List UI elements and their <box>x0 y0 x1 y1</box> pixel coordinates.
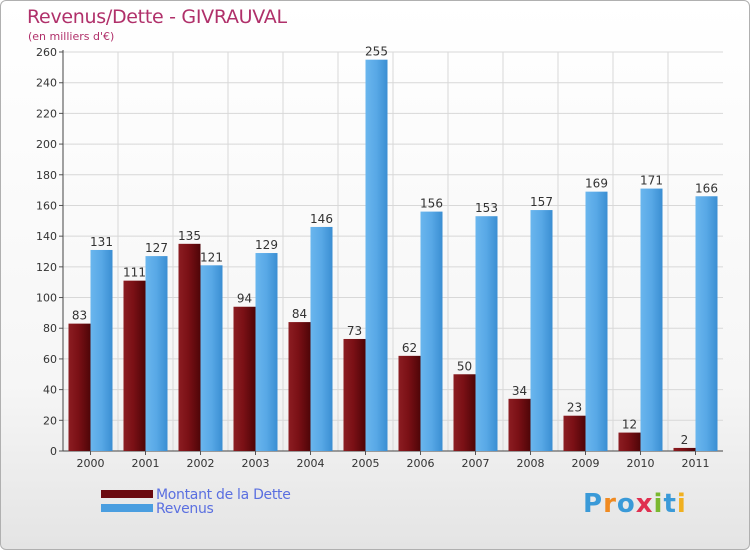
x-tick-label: 2005 <box>352 457 380 470</box>
data-label-revenus: 156 <box>420 197 443 211</box>
data-label-revenus: 129 <box>255 238 278 252</box>
y-tick-label: 140 <box>36 230 57 243</box>
y-tick-label: 100 <box>36 292 57 305</box>
data-label-dette: 34 <box>512 384 527 398</box>
data-label-revenus: 171 <box>640 174 663 188</box>
bar-revenus <box>255 253 278 451</box>
logo-letter: o <box>616 489 636 519</box>
x-tick-label: 2001 <box>132 457 160 470</box>
data-label-revenus: 146 <box>310 212 333 226</box>
proxiti-logo: Proxiti <box>583 489 687 519</box>
bar-dette <box>178 243 201 451</box>
data-label-revenus: 166 <box>695 181 718 195</box>
y-tick-label: 120 <box>36 261 57 274</box>
x-tick-label: 2011 <box>682 457 710 470</box>
x-tick-label: 2009 <box>572 457 600 470</box>
bar-dette <box>288 322 311 451</box>
logo-letter: t <box>663 489 677 519</box>
bar-revenus <box>585 191 608 451</box>
x-tick-label: 2004 <box>297 457 325 470</box>
x-tick-label: 2006 <box>407 457 435 470</box>
bar-revenus <box>200 265 223 451</box>
chart-title: Revenus/Dette - GIVRAUVAL <box>27 6 287 28</box>
bar-dette <box>398 355 421 451</box>
bar-revenus <box>90 249 113 451</box>
bar-revenus <box>530 210 553 451</box>
bar-revenus <box>420 211 443 451</box>
legend-label-revenus: Revenus <box>156 501 214 517</box>
data-label-dette: 12 <box>622 418 637 432</box>
data-label-dette: 23 <box>567 401 582 415</box>
axes: 0 20 40 60 80 100 120 140 160 180 200 220 240 260 2000… <box>36 46 723 470</box>
y-tick-label: 80 <box>43 322 57 335</box>
data-label-revenus: 121 <box>200 250 223 264</box>
data-label-revenus: 255 <box>365 45 388 59</box>
x-tick-label: 2000 <box>77 457 105 470</box>
bar-dette <box>233 306 256 451</box>
data-label-revenus: 157 <box>530 195 553 209</box>
bar-revenus <box>475 216 498 451</box>
bar-revenus <box>695 196 718 451</box>
bar-dette <box>343 338 366 451</box>
x-tick-label: 2008 <box>517 457 545 470</box>
bar-revenus <box>640 188 663 452</box>
legend-label-dette: Montant de la Dette <box>156 487 291 503</box>
x-tick-label: 2002 <box>187 457 215 470</box>
y-tick-label: 0 <box>50 445 57 458</box>
data-label-dette: 2 <box>681 433 689 447</box>
bar-dette <box>563 415 586 451</box>
bar-dette <box>68 323 91 451</box>
y-tick-label: 40 <box>43 384 57 397</box>
bar-dette <box>453 374 476 451</box>
bar-dette <box>673 447 696 451</box>
data-labels: 83 131 111 127 135 121 94 129 84 146 73 255 62 156 50 1… <box>72 45 718 447</box>
logo-letter: r <box>603 489 617 519</box>
data-label-revenus: 131 <box>90 235 113 249</box>
data-label-dette: 73 <box>347 324 362 338</box>
bar-dette <box>123 280 146 451</box>
bars <box>68 59 718 452</box>
bar-revenus <box>310 226 333 451</box>
y-tick-label: 220 <box>36 107 57 120</box>
chart-subtitle: (en milliers d'€) <box>28 30 115 43</box>
bar-revenus <box>145 256 168 451</box>
y-tick-label: 200 <box>36 138 57 151</box>
grid-lines <box>63 51 723 451</box>
y-tick-label: 20 <box>43 414 57 427</box>
x-tick-label: 2010 <box>627 457 655 470</box>
bar-revenus <box>365 59 388 452</box>
legend-swatch-revenus <box>101 504 153 512</box>
data-label-dette: 84 <box>292 307 307 321</box>
y-tick-label: 260 <box>36 46 57 59</box>
y-tick-label: 180 <box>36 169 57 182</box>
y-tick-label: 160 <box>36 199 57 212</box>
x-tick-label: 2003 <box>242 457 270 470</box>
data-label-dette: 94 <box>237 292 252 306</box>
x-tick-label: 2007 <box>462 457 490 470</box>
logo-letter: P <box>583 489 604 519</box>
data-label-revenus: 169 <box>585 177 608 191</box>
data-label-dette: 135 <box>178 229 201 243</box>
logo-letter: i <box>653 489 664 519</box>
data-label-revenus: 127 <box>145 241 168 255</box>
bar-dette <box>618 432 641 451</box>
y-tick-label: 240 <box>36 77 57 90</box>
logo-letter: i <box>676 489 687 519</box>
data-label-revenus: 153 <box>475 201 498 215</box>
data-label-dette: 62 <box>402 341 417 355</box>
y-tick-label: 60 <box>43 353 57 366</box>
data-label-dette: 111 <box>123 266 146 280</box>
data-label-dette: 50 <box>457 359 472 373</box>
legend-swatch-dette <box>101 490 153 498</box>
logo-letter: x <box>635 489 654 519</box>
bar-dette <box>508 398 531 451</box>
data-label-dette: 83 <box>72 309 87 323</box>
